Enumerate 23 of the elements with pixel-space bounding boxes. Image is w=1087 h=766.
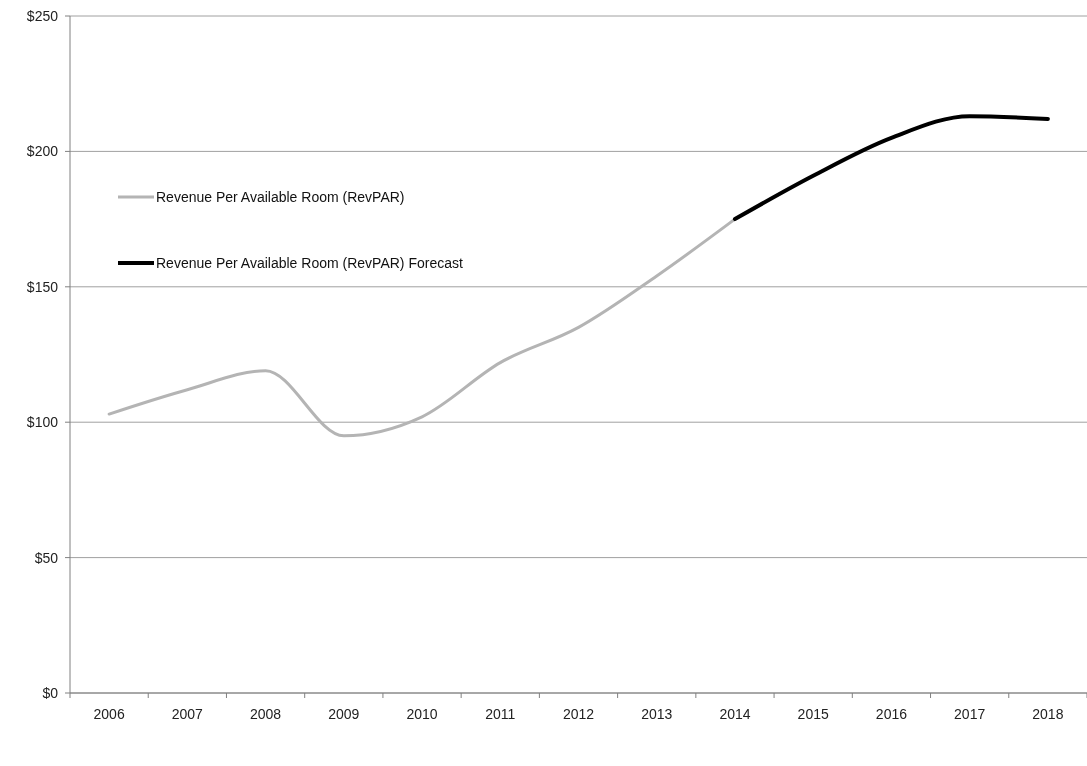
x-tick-label: 2012 [562,706,595,722]
x-tick-label: 2018 [1032,706,1064,722]
x-tick-label: 2006 [93,706,125,722]
y-tick-label: $0 [42,684,59,701]
x-tick-label: 2017 [954,706,986,722]
x-tick-label: 2013 [641,706,673,722]
y-tick-label: $250 [26,7,59,24]
y-tick-label: $150 [26,278,59,295]
line-series [107,217,737,438]
x-tick-label: 2010 [406,706,438,722]
x-tick-label: 2016 [875,706,908,722]
y-tick-label: $200 [26,143,59,160]
legend-label: Revenue Per Available Room (RevPAR) [156,188,405,205]
x-tick-label: 2008 [250,706,282,722]
legend-label: Revenue Per Available Room (RevPAR) Forecast [156,254,463,271]
x-tick-label: 2007 [171,706,204,722]
y-tick-label: $50 [34,549,59,566]
x-tick-label: 2014 [719,706,751,722]
x-tick-label: 2009 [328,706,360,722]
x-tick-label: 2015 [797,706,829,722]
x-tick-label: 2011 [485,706,516,722]
y-tick-label: $100 [26,414,59,431]
line-series [732,114,1050,222]
